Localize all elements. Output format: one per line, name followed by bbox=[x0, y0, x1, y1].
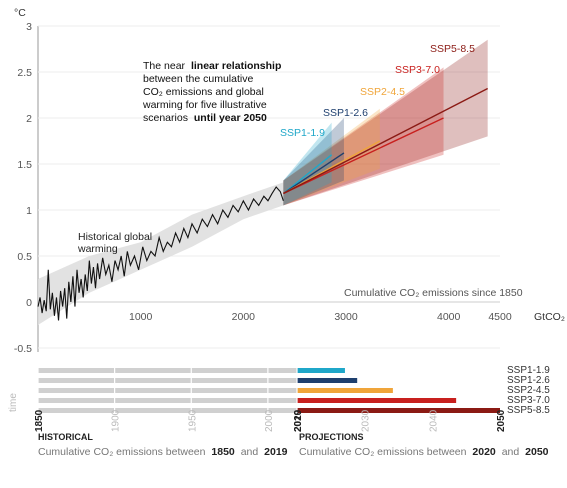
historical-envelope bbox=[38, 182, 284, 325]
timeline-hist-bar bbox=[38, 368, 297, 373]
historical-label-line-2: warming bbox=[77, 243, 118, 255]
label-ssp1-1-9: SSP1-1.9 bbox=[280, 127, 325, 139]
line-ssp1-1-9 bbox=[282, 154, 333, 194]
line-ssp1-2-6 bbox=[282, 152, 345, 195]
label-ssp2-4-5: SSP2-4.5 bbox=[360, 86, 405, 98]
timeline-bar-ssp5-8-5 bbox=[297, 408, 500, 413]
timeline-year-1900: 1900 bbox=[111, 409, 122, 432]
axis-ticks: -0.5 0 0.5 1 1.5 2 2.5 3 1000 2000 3000 4000 4500 bbox=[14, 21, 512, 355]
timeline-year-2030: 2030 bbox=[361, 409, 372, 432]
timeline-label-ssp2-4-5: SSP2-4.5 bbox=[507, 385, 550, 396]
series-lines bbox=[37, 87, 488, 321]
y-tick-label: 0.5 bbox=[17, 251, 32, 263]
annotation-line-1: The near linear relationship bbox=[143, 60, 281, 72]
x-tick-label: 1000 bbox=[129, 311, 153, 323]
footnote-proj-y2: 2050 bbox=[525, 446, 549, 458]
x-axis-unit: GtCO₂ bbox=[534, 311, 565, 323]
timeline-label-ssp1-2-6: SSP1-2.6 bbox=[507, 375, 550, 386]
timeline-year-2000: 2000 bbox=[264, 409, 275, 432]
annotation-line-2: between the cumulative bbox=[143, 73, 253, 85]
timeline-year-1850: 1850 bbox=[34, 409, 45, 432]
timeline-bar-ssp1-2-6 bbox=[297, 378, 358, 383]
confidence-bands bbox=[38, 39, 488, 325]
y-tick-label: 0 bbox=[26, 297, 32, 309]
y-tick-label: 1.5 bbox=[17, 159, 32, 171]
timeline-panel: SSP1-1.9SSP1-2.6SSP2-4.5SSP3-7.0SSP5-8.5… bbox=[8, 364, 550, 432]
timeline-year-1950: 1950 bbox=[187, 409, 198, 432]
series-labels: SSP1-1.9 SSP1-2.6 SSP2-4.5 SSP3-7.0 SSP5-8.5 bbox=[280, 43, 475, 139]
footnote-hist-y1: 1850 bbox=[211, 446, 235, 458]
footnote-hist-y2: 2019 bbox=[264, 446, 288, 458]
annotation-line-4: warming for five illustrative bbox=[142, 99, 267, 111]
footnote-hist-text: Cumulative CO₂ emissions between 1850 an… bbox=[38, 446, 288, 458]
label-ssp1-2-6: SSP1-2.6 bbox=[323, 107, 368, 119]
timeline-year-2040: 2040 bbox=[428, 409, 439, 432]
timeline-year-2050: 2050 bbox=[496, 409, 507, 432]
footnote-hist-pre: Cumulative CO₂ emissions between bbox=[38, 446, 206, 458]
timeline-hist-bar bbox=[38, 398, 297, 403]
timeline-label-ssp1-1-9: SSP1-1.9 bbox=[507, 365, 550, 376]
timeline-hist-bar bbox=[38, 408, 297, 413]
timeline-hist-bar bbox=[38, 388, 297, 393]
footnote-proj-text: Cumulative CO₂ emissions between 2020 an… bbox=[299, 446, 549, 458]
line-ssp5-8-5 bbox=[283, 87, 488, 195]
annotation-line-5: scenarios until year 2050 bbox=[143, 112, 267, 124]
x-tick-label: 4500 bbox=[488, 311, 512, 323]
x-axis-caption: Cumulative CO₂ emissions since 1850 bbox=[344, 287, 523, 299]
y-tick-label: -0.5 bbox=[14, 343, 32, 355]
historical-line bbox=[37, 186, 284, 321]
timeline-year-2020: 2020 bbox=[293, 409, 304, 432]
y-tick-label: 1 bbox=[26, 205, 32, 217]
timeline-label-ssp3-7-0: SSP3-7.0 bbox=[507, 395, 550, 406]
timeline-label-ssp5-8-5: SSP5-8.5 bbox=[507, 405, 550, 416]
label-ssp3-7-0: SSP3-7.0 bbox=[395, 64, 440, 76]
x-tick-label: 4000 bbox=[437, 311, 461, 323]
annotation-bold-2: until year 2050 bbox=[194, 112, 267, 124]
footnote-proj-head: PROJECTIONS bbox=[299, 432, 364, 442]
band-ssp5-8-5 bbox=[283, 39, 488, 206]
x-tick-label: 2000 bbox=[232, 311, 256, 323]
timeline-bar-ssp1-1-9 bbox=[297, 368, 345, 373]
footnote-hist-head: HISTORICAL bbox=[38, 432, 93, 442]
timeline-year-2019: 2019 bbox=[293, 409, 304, 432]
historical-label-line-1: Historical global bbox=[78, 231, 152, 243]
y-tick-label: 2 bbox=[26, 113, 32, 125]
label-ssp5-8-5: SSP5-8.5 bbox=[430, 43, 475, 55]
timeline-bar-ssp2-4-5 bbox=[297, 388, 393, 393]
y-tick-label: 3 bbox=[26, 21, 32, 33]
annotation-line-3: CO₂ emissions and global bbox=[143, 86, 264, 98]
footnote-hist-and: and bbox=[241, 446, 259, 458]
annotation-pre: The near bbox=[143, 60, 186, 72]
timeline-bar-ssp3-7-0 bbox=[297, 398, 457, 403]
y-tick-label: 2.5 bbox=[17, 67, 32, 79]
footnote-proj-and: and bbox=[502, 446, 520, 458]
line-ssp3-7-0 bbox=[283, 117, 444, 195]
timeline-axis-label: time bbox=[8, 393, 19, 412]
y-axis-unit: °C bbox=[14, 7, 26, 19]
annotation-bold-1: linear relationship bbox=[191, 60, 281, 72]
footnote-proj-y1: 2020 bbox=[472, 446, 496, 458]
footnote-proj-pre: Cumulative CO₂ emissions between bbox=[299, 446, 467, 458]
x-tick-label: 3000 bbox=[334, 311, 358, 323]
annotation-l5-pre: scenarios bbox=[143, 112, 188, 124]
timeline-hist-bar bbox=[38, 378, 297, 383]
